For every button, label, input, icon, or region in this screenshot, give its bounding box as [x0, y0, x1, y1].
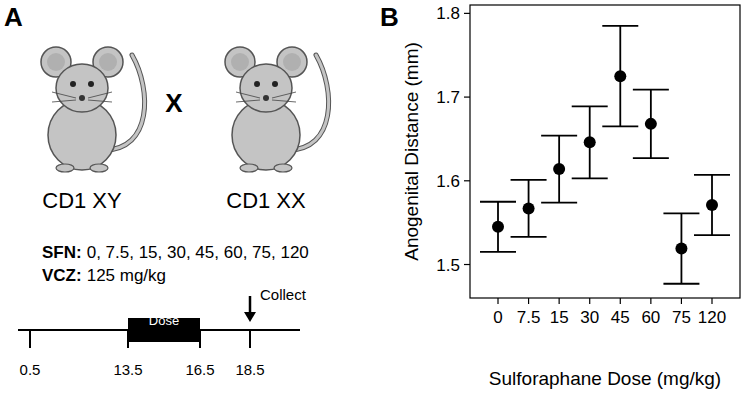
data-point: [553, 163, 565, 175]
mouse-whisker: [236, 92, 260, 98]
mouse-ear-inner: [47, 53, 65, 71]
timeline-tick: [199, 330, 201, 348]
dose-label: Dose: [149, 313, 179, 328]
mouse-foot: [274, 164, 292, 172]
treatment-label: VCZ:: [42, 266, 82, 285]
x-tick-label: 45: [611, 308, 630, 327]
timeline-tick-label: 16.5: [185, 361, 214, 378]
x-tick: [711, 298, 712, 304]
mouse-whisker: [52, 100, 76, 102]
error-bar: [602, 26, 638, 126]
timeline-tick-label: 13.5: [113, 361, 142, 378]
panel-a: CD1 XY CD1 XX X SFN: 0, 7.5, 15, 30, 45, 60,…: [18, 47, 329, 378]
mouse-whisker: [272, 100, 296, 102]
x-axis-label: Sulforaphane Dose (mg/kg): [489, 368, 721, 389]
x-tick-label: 15: [550, 308, 569, 327]
x-tick-label: 75: [672, 308, 691, 327]
mouse-eye: [88, 81, 94, 87]
x-tick-label: 30: [580, 308, 599, 327]
collect-label: Collect: [260, 286, 307, 303]
error-bar: [480, 202, 516, 252]
parent-label: CD1 XY: [42, 188, 122, 213]
x-tick: [620, 298, 621, 304]
x-tick: [497, 298, 498, 304]
y-tick: [464, 180, 470, 181]
treatment-text: 125 mg/kg: [87, 266, 166, 285]
mouse-nose: [79, 95, 85, 101]
x-tick-label: 60: [641, 308, 660, 327]
mouse-foot: [56, 164, 74, 172]
timeline-tick: [249, 330, 251, 348]
figure: A CD1 XY CD1 XX X SFN: 0, 7.5, 15, 30, 45, 60…: [0, 0, 750, 396]
mouse-ear-inner: [99, 53, 117, 71]
data-point: [523, 202, 535, 214]
mouse-head: [56, 64, 108, 112]
plot-frame: [470, 5, 740, 298]
mouse-eye: [272, 81, 278, 87]
y-tick: [464, 264, 470, 265]
error-bar: [694, 175, 730, 235]
panel-label: B: [380, 2, 399, 32]
mouse-eye: [70, 81, 76, 87]
data-point: [645, 118, 657, 130]
data-point: [675, 243, 687, 255]
mouse-whisker: [88, 100, 112, 102]
y-tick: [464, 13, 470, 14]
treatment: VCZ: 125 mg/kg: [42, 266, 166, 285]
mouse-whisker: [52, 92, 76, 98]
treatment: SFN: 0, 7.5, 15, 30, 45, 60, 75, 120: [42, 243, 309, 262]
mouse-foot: [90, 164, 108, 172]
y-axis-label: Anogenital Distance (mm): [401, 42, 422, 261]
collect-arrow: [249, 296, 252, 314]
x-tick: [559, 298, 560, 304]
data-point: [614, 70, 626, 82]
y-tick-label: 1.7: [436, 88, 460, 107]
parent-label: CD1 XX: [226, 188, 306, 213]
x-tick: [681, 298, 682, 304]
x-tick: [589, 298, 590, 304]
data-point: [584, 136, 596, 148]
mouse-ear-inner: [231, 53, 249, 71]
data-point: [492, 221, 504, 233]
x-tick: [528, 298, 529, 304]
collect-arrowhead: [244, 312, 256, 322]
y-tick-label: 1.6: [436, 172, 460, 191]
panel-b: 1.5 1.6 1.7 1.8 0 7.5 15 30 45 60 75 120 Sulforaphan…: [401, 4, 740, 389]
timeline-tick: [29, 330, 31, 348]
timeline-tick: [127, 330, 129, 348]
mouse-whisker: [88, 92, 112, 98]
mouse-whisker: [272, 92, 296, 98]
x-tick-label: 120: [698, 308, 726, 327]
mouse-nose: [263, 95, 269, 101]
error-bar: [541, 136, 577, 203]
cross-symbol: X: [165, 88, 183, 118]
mouse-head: [240, 64, 292, 112]
x-tick-label: 0: [493, 308, 502, 327]
y-tick: [464, 96, 470, 97]
data-point: [706, 199, 718, 211]
y-tick-label: 1.5: [436, 256, 460, 275]
y-tick-label: 1.8: [436, 4, 460, 23]
x-tick: [650, 298, 651, 304]
panel-label: A: [4, 2, 23, 32]
error-bar: [511, 180, 547, 237]
mouse-eye: [254, 81, 260, 87]
timeline-tick-label: 0.5: [20, 361, 41, 378]
error-bar: [572, 106, 608, 178]
treatment-label: SFN:: [42, 243, 82, 262]
mouse-whisker: [236, 100, 260, 102]
data-marks: [480, 26, 730, 284]
error-bar: [633, 90, 669, 159]
mouse-ear-inner: [283, 53, 301, 71]
treatment-text: 0, 7.5, 15, 30, 45, 60, 75, 120: [87, 243, 309, 262]
mouse-foot: [240, 164, 258, 172]
error-bar: [663, 213, 699, 283]
timeline-tick-label: 18.5: [235, 361, 264, 378]
x-tick-label: 7.5: [517, 308, 541, 327]
